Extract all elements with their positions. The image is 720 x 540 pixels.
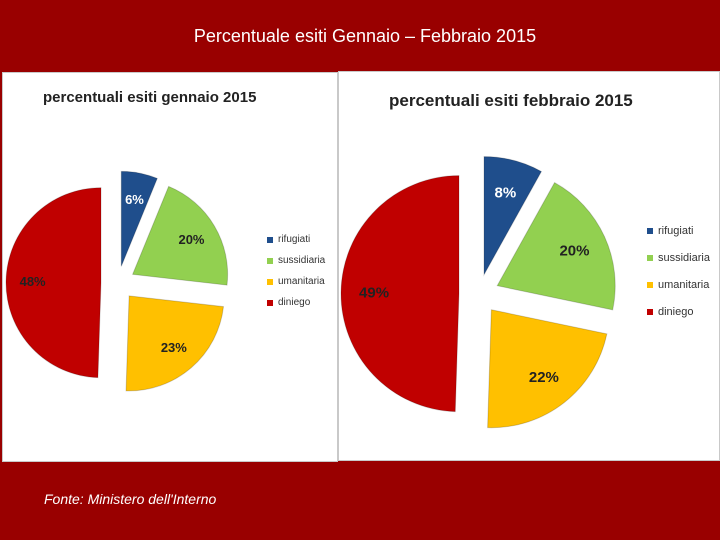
legend-label: umanitaria	[278, 276, 325, 287]
legend-swatch	[647, 254, 653, 261]
chart-title-febbraio: percentuali esiti febbraio 2015	[389, 91, 633, 110]
legend-label: sussidiaria	[658, 251, 710, 264]
slice-umanitaria-label: 23%	[161, 340, 187, 355]
pie-chart-gennaio: 6% 20% 23% 48%	[5, 170, 229, 392]
slice-diniego	[340, 175, 460, 413]
chart-panel-gennaio: 6% 20% 23% 48% percentuali esiti gennaio 20…	[2, 72, 338, 462]
legend-gennaio: rifugiati sussidiaria umanitaria diniego	[267, 229, 325, 313]
legend-swatch	[647, 308, 653, 315]
legend-item-sussidiaria: sussidiaria	[267, 250, 325, 271]
slice-diniego-label: 48%	[20, 274, 46, 289]
slice-diniego-label: 49%	[359, 285, 389, 302]
legend-label: rifugiati	[278, 234, 311, 245]
legend-item-umanitaria: umanitaria	[267, 271, 325, 292]
legend-label: diniego	[278, 297, 311, 308]
slice-sussidiaria	[496, 181, 616, 311]
slice-umanitaria-label: 22%	[529, 369, 559, 386]
slice-sussidiaria-label: 20%	[559, 243, 589, 260]
legend-label: sussidiaria	[278, 255, 326, 266]
legend-item-diniego: diniego	[647, 298, 710, 325]
legend-swatch	[267, 278, 273, 285]
slice-sussidiaria	[131, 185, 229, 286]
legend-item-rifugiati: rifugiati	[647, 217, 710, 244]
legend-item-rifugiati: rifugiati	[267, 229, 325, 250]
legend-item-diniego: diniego	[267, 292, 325, 313]
legend-label: umanitaria	[658, 278, 710, 291]
legend-febbraio: rifugiati sussidiaria umanitaria diniego	[647, 217, 710, 325]
chart-title-gennaio: percentuali esiti gennaio 2015	[43, 89, 257, 106]
slice-rifugiati	[483, 156, 543, 277]
slide-title: Percentuale esiti Gennaio – Febbraio 201…	[193, 26, 537, 46]
legend-item-umanitaria: umanitaria	[647, 271, 710, 298]
slice-umanitaria	[487, 309, 608, 429]
legend-swatch	[267, 236, 273, 243]
legend-swatch	[647, 227, 653, 234]
slice-sussidiaria-label: 20%	[178, 232, 204, 247]
legend-label: rifugiati	[658, 224, 694, 237]
legend-swatch	[647, 281, 653, 288]
slice-diniego	[5, 187, 102, 379]
slice-rifugiati-label: 8%	[495, 185, 517, 202]
slice-rifugiati-label: 6%	[125, 192, 144, 207]
pie-chart-febbraio: 8% 20% 22% 49%	[340, 156, 616, 429]
legend-swatch	[267, 299, 273, 306]
source-note: Fonte: Ministero dell'Interno	[44, 491, 217, 507]
legend-label: diniego	[658, 305, 694, 318]
legend-item-sussidiaria: sussidiaria	[647, 244, 710, 271]
slice-umanitaria	[125, 295, 225, 392]
slice-rifugiati	[120, 170, 158, 267]
legend-swatch	[267, 257, 273, 264]
chart-panel-febbraio: 8% 20% 22% 49% percentuali esiti febbraio 2…	[338, 71, 720, 461]
